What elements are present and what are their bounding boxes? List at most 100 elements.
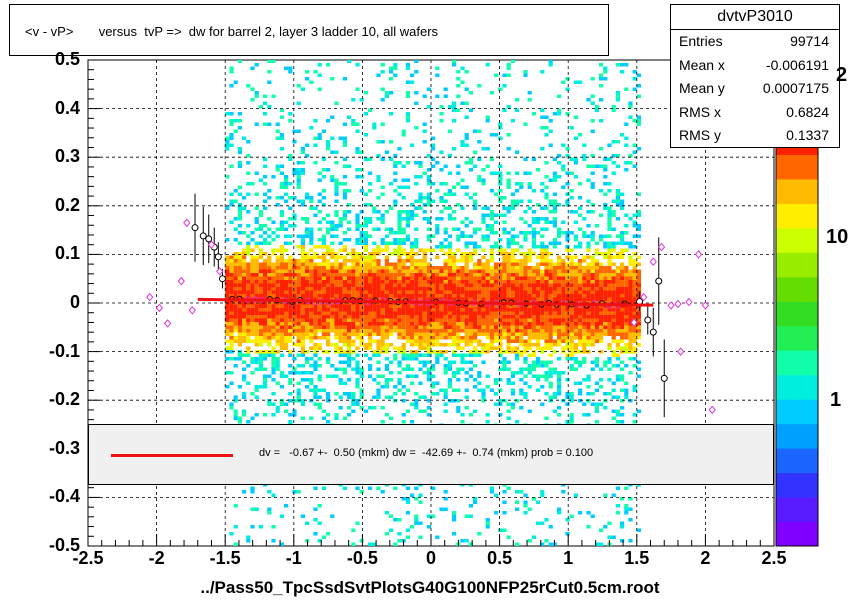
heatmap-cell [557,311,562,315]
heatmap-cell [355,353,360,357]
heatmap-cell [477,353,482,357]
heatmap-cell [531,294,536,298]
heatmap-cell [510,350,515,354]
heatmap-cell [573,238,578,242]
heatmap-cell [422,266,427,270]
heatmap-cell [384,511,389,515]
heatmap-cell [515,266,520,270]
heatmap-cell [372,322,377,326]
heatmap-cell [586,525,591,529]
heatmap-cell [468,297,473,301]
heatmap-cell [443,311,448,315]
heatmap-cell [380,297,385,301]
heatmap-cell [351,98,356,102]
heatmap-cell [468,273,473,277]
heatmap-cell [607,248,612,252]
heatmap-cell [237,357,242,361]
heatmap-cell [468,322,473,326]
heatmap-cell [540,206,545,210]
heatmap-cell [603,252,608,256]
heatmap-cell [506,322,511,326]
heatmap-cell [326,297,331,301]
heatmap-cell [376,210,381,214]
heatmap-cell [405,357,410,361]
heatmap-cell [603,168,608,172]
heatmap-cell [372,308,377,312]
heatmap-cell [284,287,289,291]
heatmap-cell [355,371,360,375]
heatmap-cell [435,280,440,284]
heatmap-cell [603,325,608,329]
heatmap-cell [305,255,310,259]
heatmap-cell [628,276,633,280]
heatmap-cell [237,161,242,165]
heatmap-cell [338,217,343,221]
heatmap-cell [565,245,570,249]
heatmap-cell [229,322,234,326]
heatmap-cell [410,318,415,322]
heatmap-cell [305,308,310,312]
heatmap-cell [275,332,280,336]
heatmap-cell [347,276,352,280]
heatmap-cell [519,353,524,357]
heatmap-cell [544,248,549,252]
heatmap-cell [628,325,633,329]
heatmap-cell [279,185,284,189]
heatmap-cell [275,164,280,168]
heatmap-cell [506,535,511,539]
heatmap-cell [347,392,352,396]
heatmap-cell [309,199,314,203]
heatmap-cell [628,315,633,319]
heatmap-cell [405,318,410,322]
heatmap-cell [338,311,343,315]
heatmap-cell [561,220,566,224]
heatmap-cell [405,511,410,515]
heatmap-cell [342,196,347,200]
heatmap-cell [225,175,230,179]
heatmap-cell [502,252,507,256]
heatmap-cell [229,192,234,196]
heatmap-cell [334,325,339,329]
heatmap-cell [615,283,620,287]
heatmap-cell [229,406,234,410]
heatmap-cell [536,280,541,284]
heatmap-cell [384,150,389,154]
heatmap-cell [263,273,268,277]
heatmap-cell [401,287,406,291]
heatmap-cell [334,346,339,350]
heatmap-cell [422,304,427,308]
heatmap-cell [443,294,448,298]
heatmap-cell [397,276,402,280]
heatmap-cell [250,290,255,294]
heatmap-cell [460,357,465,361]
heatmap-cell [279,269,284,273]
heatmap-cell [279,259,284,263]
heatmap-cell [636,409,641,413]
heatmap-cell [544,126,549,130]
heatmap-cell [321,273,326,277]
heatmap-cell [317,378,322,382]
heatmap-cell [477,280,482,284]
heatmap-cell [258,360,263,364]
heatmap-cell [296,199,301,203]
heatmap-cell [284,325,289,329]
heatmap-cell [309,262,314,266]
heatmap-cell [494,511,499,515]
heatmap-cell [590,343,595,347]
heatmap-cell [443,395,448,399]
heatmap-cell [426,367,431,371]
heatmap-cell [599,77,604,81]
heatmap-cell [300,514,305,518]
heatmap-cell [368,108,373,112]
heatmap-cell [594,290,599,294]
heatmap-cell [620,255,625,259]
heatmap-cell [296,287,301,291]
heatmap-cell [481,322,486,326]
heatmap-cell [536,273,541,277]
heatmap-cell [557,315,562,319]
heatmap-cell [405,388,410,392]
heatmap-cell [254,262,259,266]
heatmap-cell [435,315,440,319]
heatmap-cell [510,119,515,123]
heatmap-cell [548,203,553,207]
